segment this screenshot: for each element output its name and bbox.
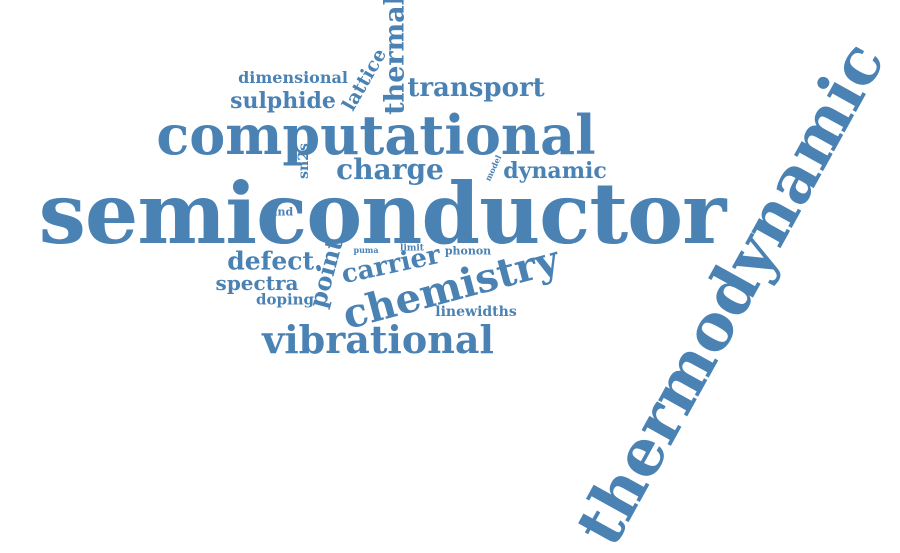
word-dynamic: dynamic [503, 158, 607, 184]
word-puma: puma [353, 245, 379, 255]
word-transport: transport [407, 73, 545, 103]
word-spectra: spectra [215, 271, 299, 295]
word-doping: doping [255, 290, 315, 309]
word-defect: defect. [227, 246, 323, 276]
word-sn2s: sn2s [296, 143, 312, 179]
word-thermodynamic: thermodynamic [561, 29, 900, 553]
word-limit: limit [400, 243, 424, 254]
word-sulphide: sulphide [230, 88, 336, 114]
word-band: band [262, 205, 294, 219]
word-linewidths: linewidths [435, 304, 517, 320]
word-charge: charge [336, 153, 444, 186]
word-semiconductor: semiconductor [38, 164, 727, 263]
word-dimensional: dimensional [238, 68, 348, 87]
word-computational: computational [156, 103, 596, 167]
word-vibrational: vibrational [262, 317, 494, 362]
word-phonon: phonon [444, 244, 492, 258]
